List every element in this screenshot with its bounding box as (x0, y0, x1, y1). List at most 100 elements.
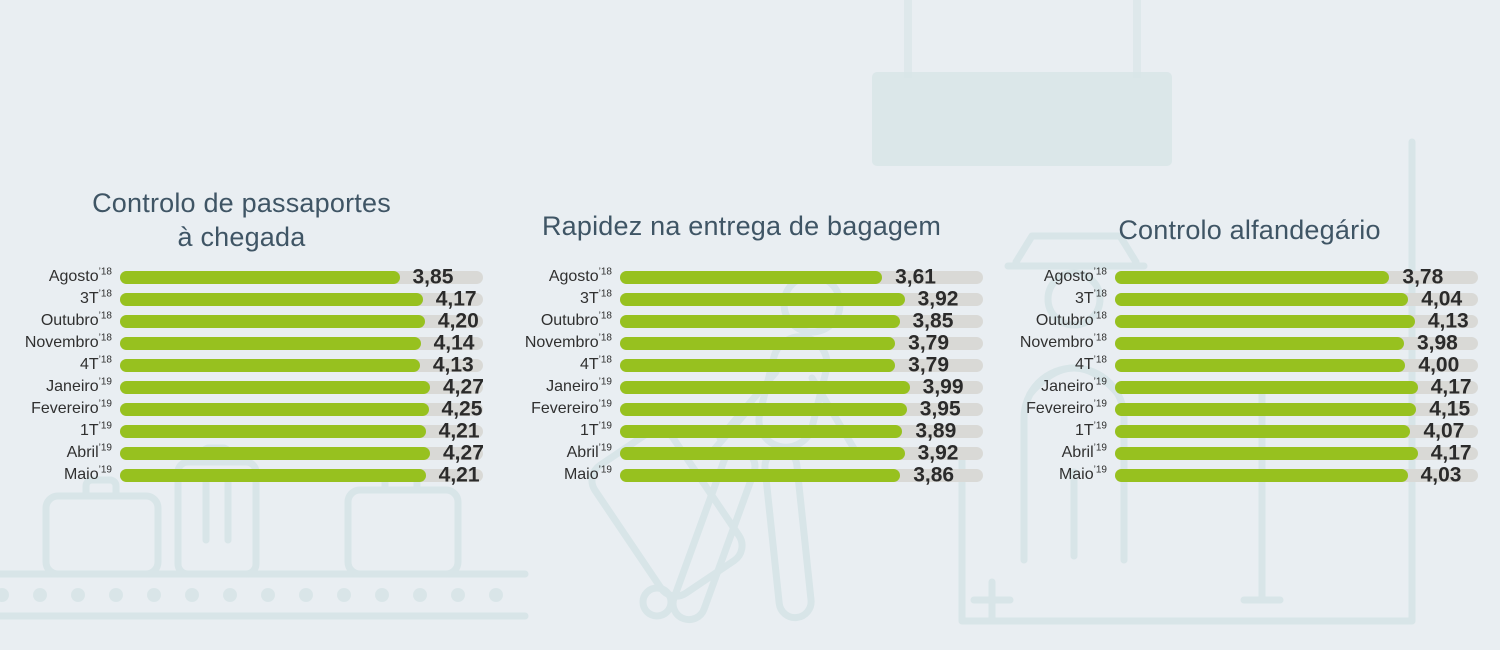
bar-row: 1T’19 4,07 (995, 420, 1478, 442)
bar-track: 3,95 (620, 399, 983, 420)
year-superscript: ’18 (598, 266, 612, 278)
value-label: 4,27 (443, 441, 484, 465)
category-label: 1T’19 (79, 420, 112, 439)
bar-track: 3,89 (620, 421, 983, 442)
value-label: 4,15 (1429, 397, 1471, 421)
value-label: 3,79 (908, 353, 950, 377)
year-superscript: ’18 (1093, 266, 1107, 278)
bar-row: Abril’19 4,17 (995, 442, 1478, 464)
bar-track: 3,79 (620, 355, 983, 376)
bar-fill (1115, 336, 1404, 350)
bar-row: 1T’19 4,21 (0, 420, 483, 442)
year-superscript: ’19 (598, 464, 612, 476)
bar-track: 4,27 (120, 443, 484, 464)
bar-row: Maio’19 3,86 (500, 464, 983, 486)
category-label: Abril’19 (566, 442, 612, 461)
year-superscript: ’18 (598, 332, 612, 344)
category-label: Maio’19 (63, 464, 112, 483)
bar-track: 4,14 (120, 333, 483, 354)
bar-row: Agosto’18 3,61 (500, 266, 983, 288)
value-label: 4,04 (1421, 287, 1463, 311)
bar-track: 3,85 (620, 311, 983, 332)
bar-fill (1115, 270, 1390, 284)
bar-track: 4,21 (120, 465, 483, 486)
year-superscript: ’19 (98, 442, 112, 454)
bar-row: Fevereiro’19 3,95 (500, 398, 983, 420)
bar-fill (620, 380, 910, 394)
category-label: Novembro’18 (24, 332, 112, 351)
value-label: 3,92 (917, 441, 959, 465)
bar-fill (120, 358, 420, 372)
bar-row: 4T’18 3,79 (500, 354, 983, 376)
category-label: 3T’18 (1074, 288, 1107, 307)
value-label: 4,03 (1420, 463, 1462, 487)
bar-rows: Agosto’18 3,85 3T’18 4,17 Outubro’18 4,20 Nove… (0, 266, 484, 486)
year-superscript: ’19 (598, 420, 612, 432)
bar-row: 3T’18 4,04 (995, 288, 1478, 310)
bar-rows: Agosto’18 3,78 3T’18 4,04 Outubro’18 4,13 Nove… (995, 266, 1478, 486)
bar-track: 4,04 (1115, 289, 1478, 310)
year-superscript: ’18 (1093, 310, 1107, 322)
bar-fill (1115, 424, 1411, 438)
category-label: 4T’18 (1074, 354, 1107, 373)
category-label: Janeiro’19 (1041, 376, 1107, 395)
bar-row: Janeiro’19 4,27 (0, 376, 484, 398)
value-label: 4,17 (435, 287, 477, 311)
category-label: 1T’19 (1074, 420, 1107, 439)
bar-fill (120, 314, 425, 328)
bar-row: Novembro’18 3,79 (500, 332, 983, 354)
bar-fill (1115, 380, 1418, 394)
value-label: 3,99 (922, 375, 964, 399)
bar-row: Outubro’18 4,13 (995, 310, 1478, 332)
year-superscript: ’19 (598, 376, 612, 388)
bar-row: Janeiro’19 4,17 (995, 376, 1478, 398)
bar-fill (1115, 446, 1418, 460)
category-label: 4T’18 (79, 354, 112, 373)
category-label: Fevereiro’19 (1026, 398, 1107, 417)
value-label: 3,86 (913, 463, 955, 487)
category-label: Agosto’18 (1043, 266, 1107, 285)
bar-row: Abril’19 4,27 (0, 442, 484, 464)
year-superscript: ’18 (98, 310, 112, 322)
bar-row: Agosto’18 3,85 (0, 266, 483, 288)
bar-fill (620, 314, 900, 328)
chart-title: Rapidez na entrega de bagagem (541, 211, 942, 241)
bar-rows: Agosto’18 3,61 3T’18 3,92 Outubro’18 3,85 Nove… (500, 266, 983, 486)
value-label: 4,17 (1430, 441, 1472, 465)
suitcase-icon (42, 476, 162, 578)
bar-fill (620, 358, 896, 372)
bar-track: 4,15 (1115, 399, 1478, 420)
chart-baggage-delivery: Rapidez na entrega de bagagem Agosto’18 3… (500, 0, 983, 650)
value-label: 3,98 (1416, 331, 1458, 355)
bar-fill (620, 292, 905, 306)
bar-track: 3,92 (620, 289, 983, 310)
year-superscript: ’19 (98, 464, 112, 476)
bar-track: 4,17 (120, 289, 483, 310)
category-label: Fevereiro’19 (31, 398, 112, 417)
category-label: Maio’19 (1058, 464, 1107, 483)
value-label: 4,13 (1427, 309, 1469, 333)
value-label: 4,21 (438, 419, 480, 443)
year-superscript: ’19 (1093, 420, 1107, 432)
baggage-carousel-illustration (0, 444, 529, 620)
year-superscript: ’19 (1093, 398, 1107, 410)
hanging-sign-illustration (872, 0, 1172, 166)
bar-track: 3,86 (620, 465, 983, 486)
category-label: Agosto’18 (48, 266, 112, 285)
bar-fill (1115, 358, 1406, 372)
year-superscript: ’19 (98, 398, 112, 410)
value-label: 3,61 (895, 265, 936, 289)
door-arch (1020, 364, 1128, 564)
bar-row: Outubro’18 4,20 (0, 310, 483, 332)
bar-row: Agosto’18 3,78 (995, 266, 1478, 288)
year-superscript: ’18 (1093, 288, 1107, 300)
bar-row: Fevereiro’19 4,25 (0, 398, 483, 420)
category-label: Outubro’18 (540, 310, 612, 329)
category-label: Maio’19 (563, 464, 612, 483)
year-superscript: ’18 (98, 332, 112, 344)
bar-track: 3,78 (1115, 267, 1478, 288)
chart-title: Controlo alfandegário (1118, 215, 1381, 245)
bar-track: 4,25 (120, 399, 483, 420)
bar-track: 4,20 (120, 311, 483, 332)
